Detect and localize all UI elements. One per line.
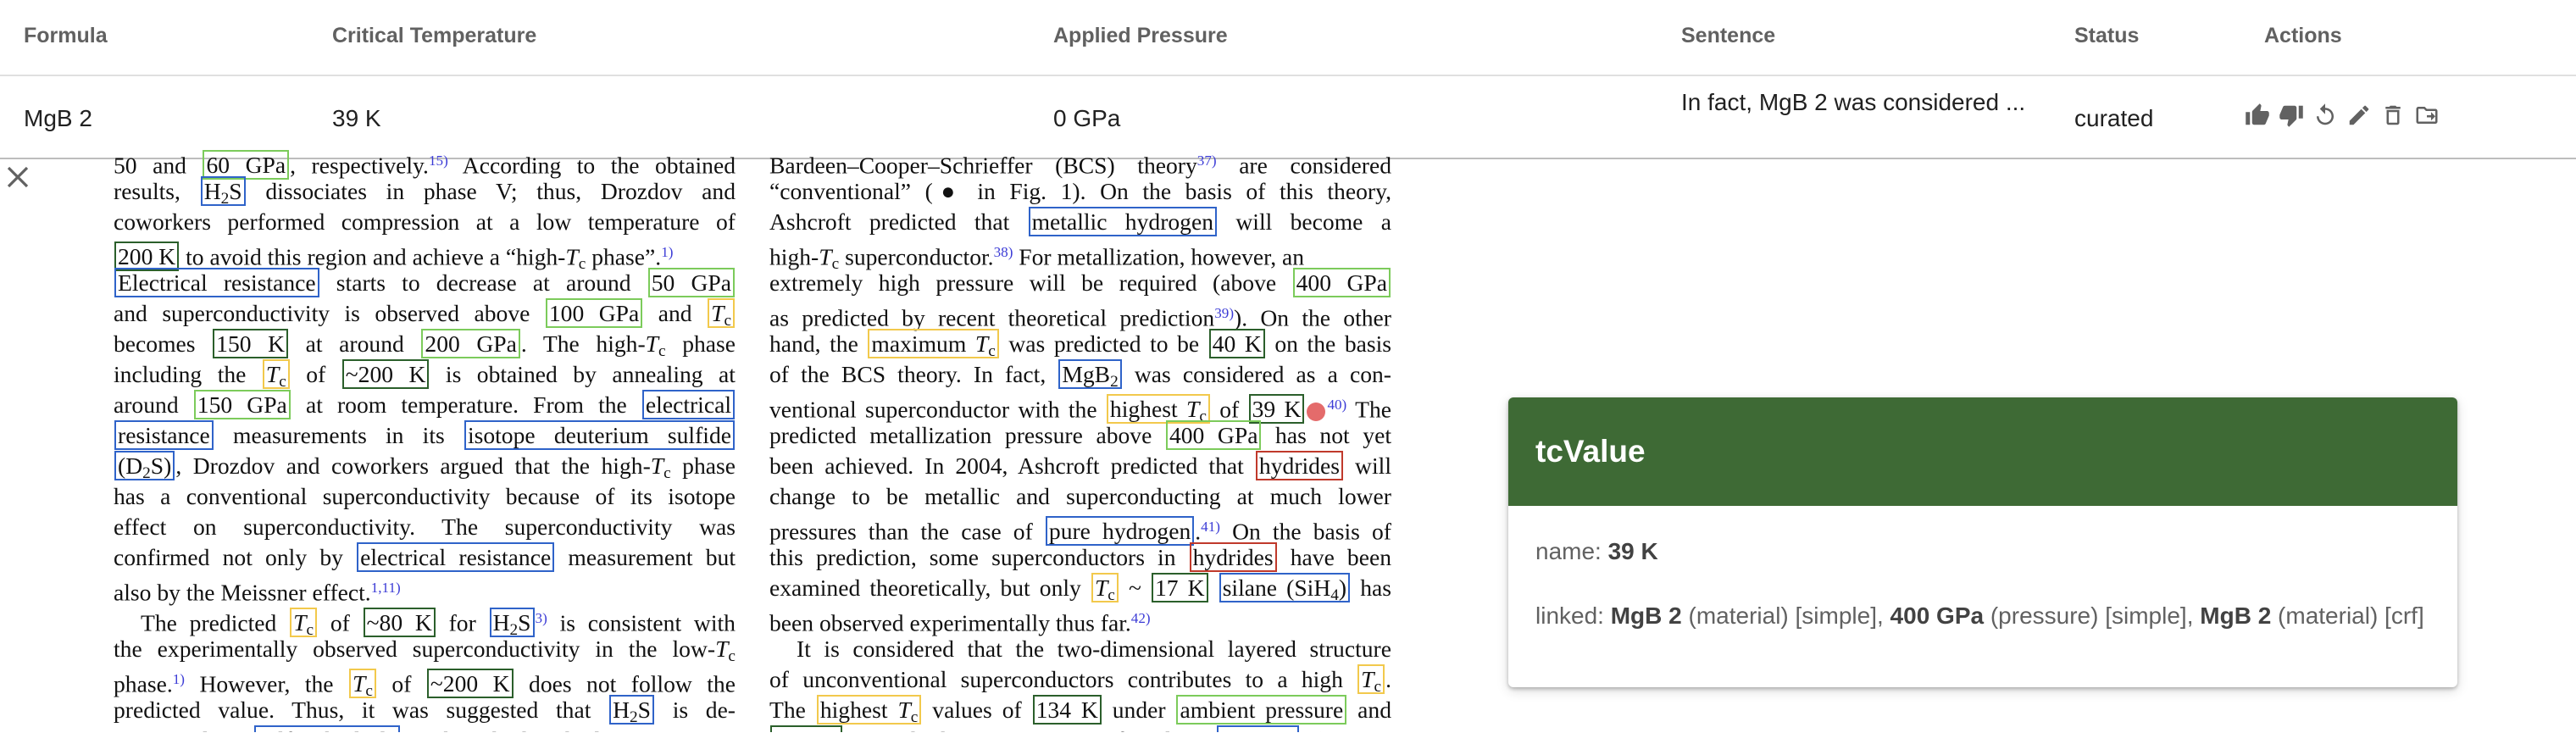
card-title: tcValue (1508, 397, 2457, 506)
card-linked-2-meta: (pressure) [simple], (1990, 602, 2194, 629)
card-linked-1-meta: (material) [simple], (1688, 602, 1884, 629)
card-linked-3-meta: (material) [crf] (2278, 602, 2424, 629)
card-name-value: 39 K (1607, 538, 1658, 564)
close-icon[interactable] (5, 164, 31, 190)
card-linked-line: linked: MgB 2 (material) [simple], 400 G… (1535, 602, 2424, 630)
card-linked-label: linked: (1535, 602, 1604, 629)
refresh-icon[interactable] (2312, 102, 2339, 129)
cell-sentence: In fact, MgB 2 was considered ... (1681, 89, 2026, 115)
edit-icon[interactable] (2346, 102, 2373, 129)
annotation-marker[interactable] (1307, 403, 1326, 422)
thumb-up-icon[interactable] (2244, 102, 2271, 129)
table-row[interactable]: MgB 2 39 K 0 GPa In fact, MgB 2 was cons… (0, 76, 2576, 159)
col-header-sentence[interactable]: Sentence (1681, 24, 1776, 47)
card-name-line: name: 39 K (1535, 538, 1658, 565)
entity-info-card: tcValue name: 39 K linked: MgB 2 (materi… (1508, 397, 2457, 687)
col-header-actions: Actions (2264, 24, 2342, 47)
delete-icon[interactable] (2379, 102, 2407, 129)
cell-applied-pressure: 0 GPa (1053, 105, 1121, 131)
cell-formula: MgB 2 (24, 105, 92, 131)
thumb-down-icon[interactable] (2278, 102, 2305, 129)
cell-status: curated (2074, 105, 2154, 131)
col-header-critical-temperature[interactable]: Critical Temperature (332, 24, 537, 47)
cell-critical-temperature: 39 K (332, 105, 381, 131)
card-linked-2-value: 400 GPa (1890, 602, 1985, 629)
row-actions (2244, 102, 2440, 129)
col-header-formula[interactable]: Formula (24, 24, 108, 47)
paper-column-left: 50 and 60 GPa, respectively.15) Accordin… (114, 146, 736, 732)
paper-column-right: Bardeen–Cooper–Schrieffer (BCS) theory37… (769, 146, 1391, 732)
table-header: Formula Critical Temperature Applied Pre… (0, 0, 2576, 76)
col-header-applied-pressure[interactable]: Applied Pressure (1053, 24, 1228, 47)
move-to-folder-icon[interactable] (2413, 102, 2440, 129)
card-name-label: name: (1535, 538, 1602, 564)
card-linked-1-value: MgB 2 (1610, 602, 1682, 629)
col-header-status[interactable]: Status (2074, 24, 2140, 47)
card-linked-3-value: MgB 2 (2200, 602, 2272, 629)
